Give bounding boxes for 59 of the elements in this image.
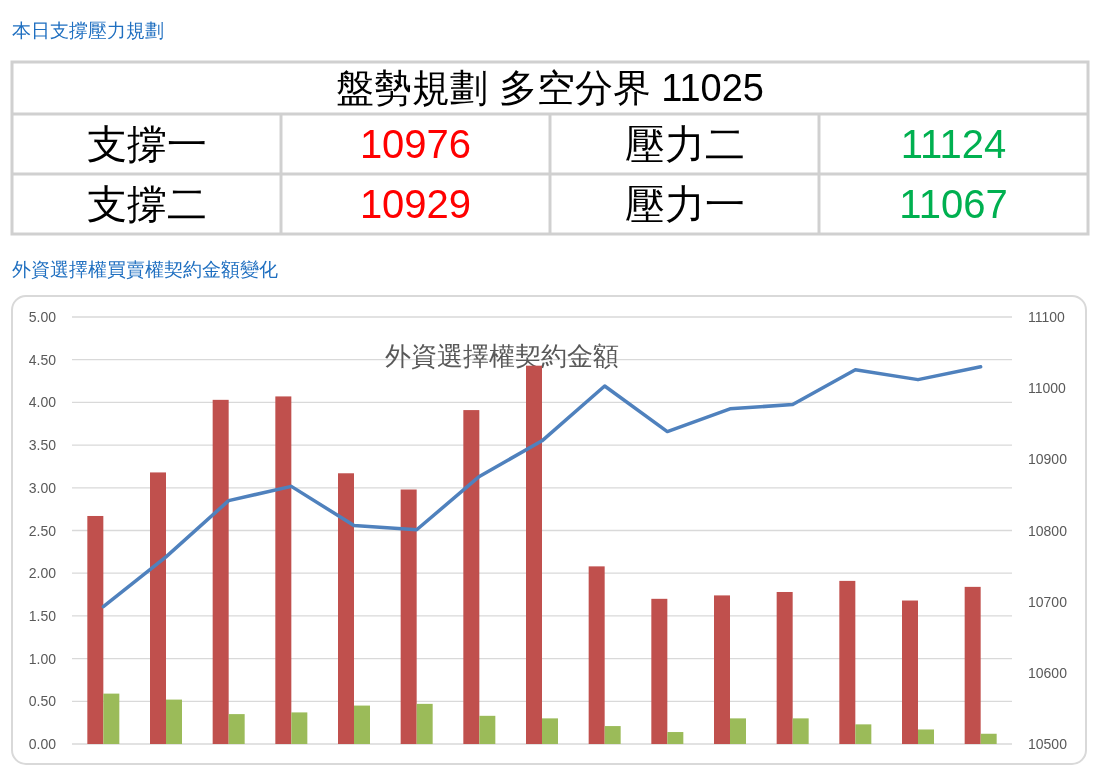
- bar: [354, 705, 370, 744]
- bar: [855, 724, 872, 744]
- bar: [416, 703, 433, 744]
- bar: [776, 591, 793, 744]
- bar: [291, 712, 308, 744]
- bar: [103, 693, 120, 744]
- y-tick-label: 4.50: [28, 351, 57, 368]
- bar: [228, 714, 245, 744]
- y2-tick-label: 10500: [1028, 736, 1068, 752]
- text: 壓力一: [624, 182, 745, 226]
- y2-tick-label: 10800: [1028, 522, 1068, 539]
- bar: [338, 473, 354, 744]
- text: 11067: [899, 182, 1008, 226]
- bar: [792, 718, 809, 744]
- bar: [588, 566, 605, 744]
- y-tick-label: 1.50: [28, 607, 57, 624]
- y-tick-label: 1.00: [28, 650, 57, 667]
- bar: [604, 726, 621, 744]
- y-tick-label: 3.50: [28, 437, 57, 454]
- bar: [166, 699, 182, 744]
- text: 壓力二: [624, 122, 745, 166]
- y-tick-label: 0.50: [28, 693, 57, 710]
- bar: [150, 472, 166, 744]
- y-tick-label: 4.00: [28, 394, 57, 411]
- bar: [980, 733, 997, 744]
- bar: [400, 489, 417, 744]
- bar: [964, 586, 981, 744]
- text: 10976: [359, 122, 472, 166]
- bar: [463, 410, 480, 744]
- y2-tick-label: 11100: [1028, 309, 1066, 325]
- y-tick-label: 0.00: [28, 736, 57, 752]
- bar: [651, 598, 668, 744]
- y-tick-label: 5.00: [28, 309, 57, 325]
- text: 支撐一: [86, 122, 207, 166]
- y-tick-label: 2.50: [28, 522, 57, 539]
- y-tick-label: 3.00: [28, 479, 57, 496]
- bar: [714, 595, 730, 744]
- bar: [839, 580, 856, 744]
- bar: [542, 718, 558, 744]
- text: 外資選擇權契約金額: [385, 341, 619, 371]
- text: 11124: [900, 122, 1007, 166]
- y-tick-label: 2.00: [28, 565, 57, 582]
- bar: [87, 515, 104, 744]
- bar: [902, 600, 918, 744]
- y2-tick-label: 10700: [1028, 593, 1068, 610]
- bar: [730, 718, 746, 744]
- bar: [918, 729, 934, 744]
- y2-tick-label: 10900: [1028, 451, 1068, 468]
- text: 盤勢規劃 多空分界 11025: [336, 67, 764, 109]
- y2-tick-label: 11000: [1028, 380, 1067, 397]
- y2-tick-label: 10600: [1028, 664, 1068, 681]
- bar: [667, 732, 684, 744]
- bar: [479, 715, 496, 744]
- chart-title: 外資選擇權買賣權契約金額變化: [12, 258, 278, 282]
- bar: [275, 396, 292, 744]
- text: 10929: [359, 182, 472, 226]
- text: 支撐二: [86, 182, 207, 226]
- text: 本日支撐壓力規劃: [12, 19, 164, 43]
- bar: [212, 399, 229, 744]
